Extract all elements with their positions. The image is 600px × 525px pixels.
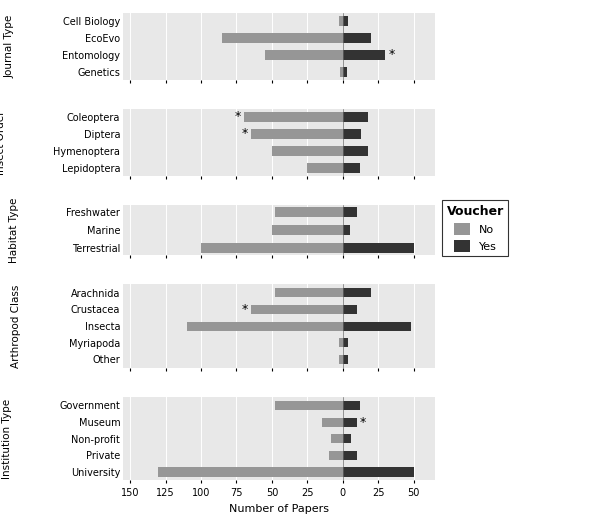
Bar bbox=[343, 129, 361, 139]
Bar bbox=[251, 305, 343, 314]
Bar bbox=[343, 33, 371, 43]
Bar bbox=[343, 163, 360, 173]
Bar bbox=[343, 288, 371, 297]
Bar bbox=[275, 288, 343, 297]
Bar bbox=[343, 146, 368, 155]
Bar bbox=[272, 225, 343, 235]
Bar bbox=[329, 451, 343, 460]
Bar bbox=[343, 355, 349, 364]
Bar bbox=[343, 434, 352, 443]
Text: *: * bbox=[360, 416, 366, 428]
Bar bbox=[338, 355, 343, 364]
Text: *: * bbox=[388, 48, 394, 61]
Bar bbox=[343, 417, 357, 427]
Bar bbox=[307, 163, 343, 173]
Text: *: * bbox=[242, 303, 248, 316]
Bar bbox=[343, 16, 349, 26]
Bar bbox=[275, 401, 343, 410]
Y-axis label: Institution Type: Institution Type bbox=[2, 398, 11, 479]
Bar bbox=[251, 129, 343, 139]
Bar bbox=[244, 112, 343, 121]
Bar bbox=[265, 50, 343, 60]
Y-axis label: Insect Order: Insect Order bbox=[0, 110, 5, 175]
X-axis label: Number of Papers: Number of Papers bbox=[229, 503, 329, 513]
Bar bbox=[343, 401, 360, 410]
Bar bbox=[343, 225, 350, 235]
Bar bbox=[187, 321, 343, 331]
Bar bbox=[343, 467, 414, 477]
Bar bbox=[338, 338, 343, 348]
Bar bbox=[343, 338, 349, 348]
Y-axis label: Journal Type: Journal Type bbox=[4, 15, 14, 78]
Bar bbox=[343, 451, 357, 460]
Text: *: * bbox=[235, 110, 241, 123]
Bar bbox=[272, 146, 343, 155]
Bar bbox=[222, 33, 343, 43]
Bar bbox=[343, 243, 414, 253]
Bar bbox=[343, 67, 347, 77]
Legend: No, Yes: No, Yes bbox=[442, 201, 508, 256]
Y-axis label: Arthropod Class: Arthropod Class bbox=[11, 285, 21, 368]
Bar bbox=[343, 112, 368, 121]
Bar bbox=[275, 207, 343, 217]
Text: *: * bbox=[242, 128, 248, 140]
Bar bbox=[322, 417, 343, 427]
Y-axis label: Habitat Type: Habitat Type bbox=[8, 197, 19, 263]
Bar bbox=[338, 16, 343, 26]
Bar bbox=[343, 321, 411, 331]
Bar bbox=[158, 467, 343, 477]
Bar bbox=[201, 243, 343, 253]
Bar bbox=[343, 207, 357, 217]
Bar bbox=[331, 434, 343, 443]
Bar bbox=[340, 67, 343, 77]
Bar bbox=[343, 50, 385, 60]
Bar bbox=[343, 305, 357, 314]
